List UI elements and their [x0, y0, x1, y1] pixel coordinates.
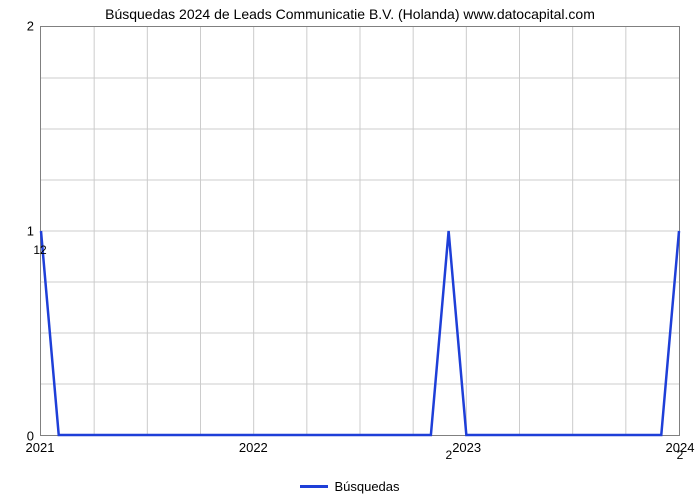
x-tick-label: 2022 — [239, 440, 268, 455]
point-label: 2 — [677, 448, 684, 462]
plot-area — [40, 26, 680, 436]
chart-title: Búsquedas 2024 de Leads Communicatie B.V… — [0, 6, 700, 22]
point-label: 2 — [446, 448, 453, 462]
legend: Búsquedas — [0, 479, 700, 494]
plot-svg — [41, 27, 679, 435]
x-tick-label: 2023 — [452, 440, 481, 455]
y-tick-label: 1 — [4, 224, 34, 239]
point-label: 12 — [33, 243, 46, 257]
legend-label: Búsquedas — [334, 479, 399, 494]
legend-swatch — [300, 485, 328, 488]
y-tick-label: 2 — [4, 19, 34, 34]
chart-container: { "chart": { "type": "line", "title": "B… — [0, 0, 700, 500]
x-tick-label: 2021 — [26, 440, 55, 455]
